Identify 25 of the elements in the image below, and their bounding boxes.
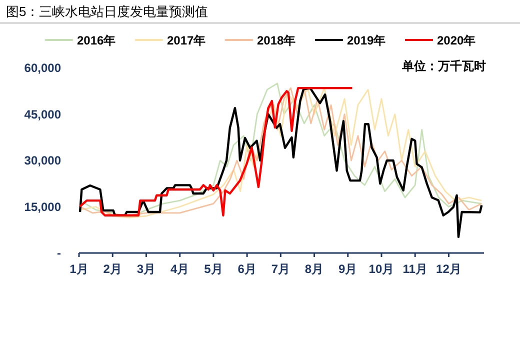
line-series <box>78 86 354 216</box>
x-tick-label: 2月 <box>103 262 122 276</box>
x-tick-label: 8月 <box>304 262 324 276</box>
legend-label: 2016年 <box>77 34 116 48</box>
x-tick-label: 3月 <box>136 262 156 276</box>
x-tick-label: 6月 <box>238 262 256 276</box>
y-tick-label: 15,000 <box>24 200 62 214</box>
x-tick-label: 12月 <box>436 262 462 276</box>
x-tick-label: 10月 <box>368 262 394 276</box>
legend-label: 2018年 <box>257 34 296 48</box>
y-tick-label: 30,000 <box>24 154 62 168</box>
x-tick-label: 1月 <box>70 262 88 276</box>
x-tick-label: 9月 <box>338 262 358 276</box>
y-tick-label: 60,000 <box>24 61 62 75</box>
legend-label: 2019年 <box>347 34 386 48</box>
x-tick-label: 5月 <box>204 262 223 276</box>
chart-title: 图5：三峡水电站日度发电量预测值 <box>6 4 208 19</box>
legend-label: 2017年 <box>167 34 206 48</box>
y-tick-label: - <box>57 246 61 260</box>
x-tick-label: 4月 <box>170 262 190 276</box>
annotation: 单位：万千瓦时 <box>401 59 486 73</box>
legend-label: 2020年 <box>437 34 476 48</box>
x-tick-label: 11月 <box>402 262 428 276</box>
x-tick-label: 7月 <box>271 262 290 276</box>
y-tick-label: 45,000 <box>24 107 62 122</box>
